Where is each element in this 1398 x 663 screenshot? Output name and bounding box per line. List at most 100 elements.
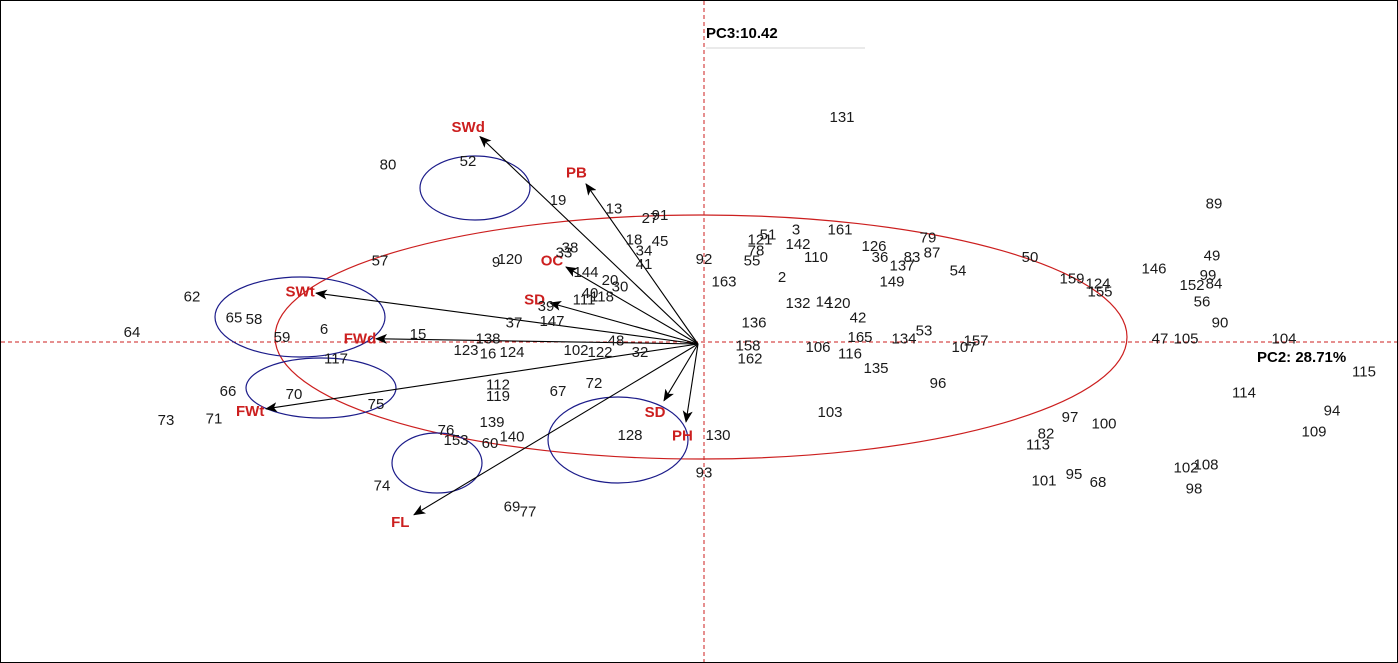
point-label-27: 49 <box>1204 248 1221 265</box>
vector-label-6: FWt <box>236 403 264 420</box>
point-label-45: 82 <box>1038 425 1055 442</box>
point-label-96: 30 <box>612 279 629 296</box>
point-label-122: 66 <box>220 383 237 400</box>
vector-arrow-1 <box>585 183 699 345</box>
point-label-14: 137 <box>889 257 914 274</box>
point-label-114: 52 <box>460 153 477 170</box>
point-label-98: 122 <box>587 344 612 361</box>
point-label-4: 3 <box>792 222 800 239</box>
point-label-79: 112 <box>486 376 510 393</box>
point-label-41: 102 <box>1173 460 1198 477</box>
ring-ph <box>547 396 689 484</box>
point-label-72: 72 <box>586 375 603 392</box>
point-label-84: 16 <box>480 345 497 362</box>
point-label-93: 144 <box>573 264 598 281</box>
point-label-43: 100 <box>1091 416 1116 433</box>
point-label-76: 60 <box>482 435 499 452</box>
point-label-99: 48 <box>608 332 625 349</box>
point-label-116: 62 <box>184 288 201 305</box>
point-label-123: 70 <box>286 386 303 403</box>
point-label-7: 142 <box>785 236 810 253</box>
vector-arrow-8 <box>663 343 699 402</box>
point-label-52: 107 <box>951 339 976 356</box>
point-label-28: 99 <box>1200 267 1217 284</box>
confidence-ellipse <box>274 214 1128 460</box>
point-label-118: 58 <box>246 311 263 328</box>
point-label-74: 139 <box>479 414 504 431</box>
point-label-91: 111 <box>573 292 596 309</box>
point-label-126: 74 <box>374 477 391 494</box>
score-points: 1318988161351121142781267987833613711055… <box>124 109 1376 521</box>
vector-label-9: PH <box>672 428 693 445</box>
point-label-57: 106 <box>805 339 830 356</box>
point-label-13: 36 <box>872 249 889 266</box>
point-label-107: 45 <box>652 233 669 250</box>
point-label-121: 64 <box>124 324 141 341</box>
point-label-120: 6 <box>320 321 328 338</box>
point-label-90: 39 <box>538 298 555 315</box>
point-label-112: 19 <box>550 192 567 209</box>
point-label-37: 114 <box>1232 385 1256 402</box>
point-label-78: 153 <box>443 432 468 449</box>
vector-arrow-9 <box>682 343 699 423</box>
point-label-73: 67 <box>550 383 567 400</box>
point-label-68: 93 <box>696 464 713 481</box>
point-label-42: 98 <box>1186 481 1203 498</box>
point-label-12: 83 <box>904 249 921 266</box>
loading-vectors: SWd PB OC SWt SD FWd FWt FL SD PH <box>236 119 699 531</box>
point-label-16: 55 <box>744 253 761 270</box>
ellipses <box>214 155 1128 494</box>
point-label-113: 80 <box>380 156 397 173</box>
point-label-38: 94 <box>1324 402 1341 419</box>
point-label-111: 13 <box>606 200 623 217</box>
point-label-3: 161 <box>827 222 852 239</box>
point-label-50: 96 <box>930 375 947 392</box>
point-label-33: 104 <box>1271 331 1296 348</box>
point-label-1: 89 <box>1206 195 1223 212</box>
point-label-35: 105 <box>1173 331 1198 348</box>
point-label-6: 121 <box>747 231 772 248</box>
point-label-85: 124 <box>499 344 524 361</box>
point-label-30: 84 <box>1206 275 1223 292</box>
point-label-40: 108 <box>1193 456 1218 473</box>
point-label-31: 56 <box>1194 293 1211 310</box>
point-label-105: 18 <box>626 231 643 248</box>
vector-label-5: FWd <box>344 331 376 348</box>
point-label-108: 41 <box>636 256 653 273</box>
point-label-49: 68 <box>1090 474 1107 491</box>
point-label-63: 103 <box>817 404 842 421</box>
point-label-21: 54 <box>950 262 967 279</box>
point-label-39: 109 <box>1301 424 1326 441</box>
point-label-46: 113 <box>1026 437 1050 454</box>
point-label-44: 97 <box>1062 409 1079 426</box>
point-label-89: 147 <box>539 313 564 330</box>
vector-arrow-7 <box>413 343 699 516</box>
point-label-100: 32 <box>632 344 649 361</box>
vector-label-3: SWt <box>286 283 315 300</box>
vector-label-1: PB <box>566 165 587 182</box>
point-label-47: 101 <box>1031 473 1056 490</box>
point-label-56: 116 <box>838 345 862 362</box>
x-axis-title: PC2: 28.71% <box>1257 349 1346 366</box>
point-label-70: 77 <box>520 504 537 521</box>
vector-arrow-6 <box>265 343 699 413</box>
point-label-36: 115 <box>1352 363 1376 380</box>
vector-label-4: SD <box>524 291 545 308</box>
point-label-87: 15 <box>410 326 427 343</box>
point-label-97: 102 <box>563 342 588 359</box>
ring-swt <box>214 276 386 358</box>
point-label-95: 20 <box>602 272 619 289</box>
point-label-53: 53 <box>916 323 933 340</box>
point-label-77: 76 <box>438 422 455 439</box>
point-label-81: 75 <box>368 396 385 413</box>
vector-label-0: SWd <box>452 119 485 136</box>
point-label-83: 123 <box>453 342 478 359</box>
vector-label-2: OC <box>541 252 564 269</box>
point-label-61: 120 <box>825 295 850 312</box>
point-label-24: 124 <box>1085 275 1110 292</box>
point-label-62: 14 <box>816 293 833 310</box>
point-label-19: 163 <box>711 274 736 291</box>
point-label-102: 9 <box>492 254 500 271</box>
point-label-94: 40 <box>582 285 599 302</box>
